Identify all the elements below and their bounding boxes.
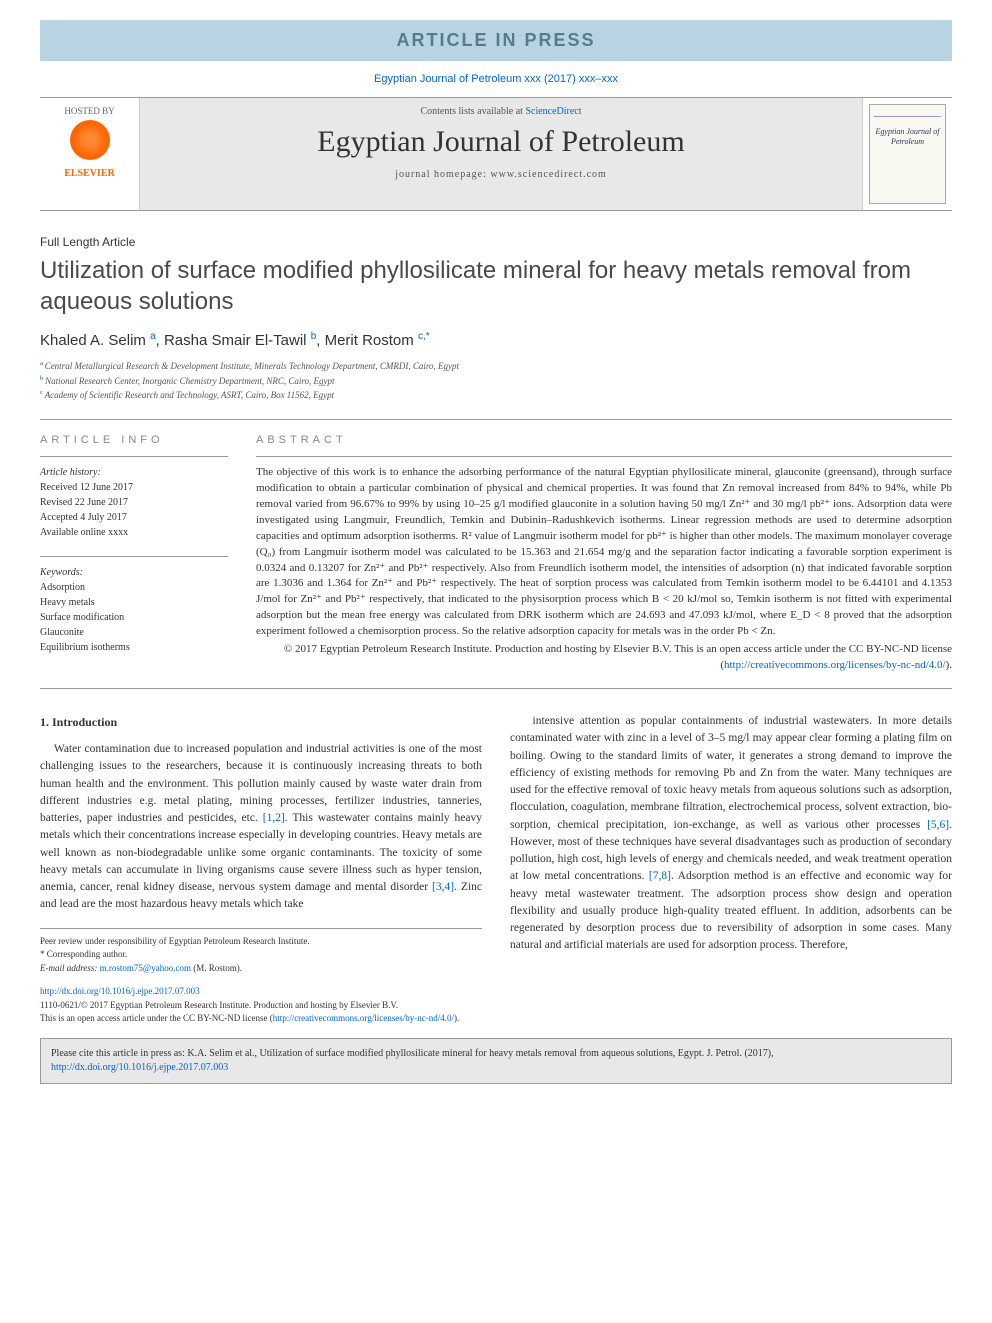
article-in-press-banner: ARTICLE IN PRESS [40, 20, 952, 61]
author: Merit Rostom c,* [325, 332, 430, 349]
main-text-columns: 1. Introduction Water contamination due … [40, 713, 952, 975]
journal-banner: HOSTED BY ELSEVIER Contents lists availa… [40, 97, 952, 211]
column-right: intensive attention as popular containme… [510, 713, 952, 975]
license-line: This is an open access article under the… [40, 1012, 952, 1026]
article-title: Utilization of surface modified phyllosi… [40, 255, 952, 317]
keyword: Equilibrium isotherms [40, 640, 228, 655]
ref-link[interactable]: [5,6] [927, 819, 949, 831]
cover-box: Egyptian Journal of Petroleum [869, 104, 946, 204]
ref-link[interactable]: [1,2] [263, 812, 285, 824]
hosted-by-block: HOSTED BY ELSEVIER [40, 98, 140, 210]
email-link[interactable]: m.rostom75@yahoo.com [100, 963, 191, 973]
article-info-col: ARTICLE INFO Article history: Received 1… [40, 420, 240, 688]
keyword: Adsorption [40, 580, 228, 595]
license-suffix: ). [454, 1013, 459, 1023]
author-sup: c,* [418, 331, 430, 342]
issn-line: 1110-0621/© 2017 Egyptian Petroleum Rese… [40, 999, 952, 1013]
contents-prefix: Contents lists available at [420, 106, 525, 117]
peer-review-note: Peer review under responsibility of Egyp… [40, 935, 482, 949]
affiliation: a Central Metallurgical Research & Devel… [40, 359, 952, 374]
intro-para-right: intensive attention as popular containme… [510, 713, 952, 955]
email-label: E-mail address: [40, 963, 100, 973]
journal-name: Egyptian Journal of Petroleum [140, 125, 862, 159]
intro-para-left: Water contamination due to increased pop… [40, 741, 482, 914]
elsevier-tree-icon [70, 120, 110, 160]
keywords-block: Keywords: AdsorptionHeavy metalsSurface … [40, 556, 228, 655]
cite-box: Please cite this article in press as: K.… [40, 1038, 952, 1084]
affiliation: c Academy of Scientific Research and Tec… [40, 388, 952, 403]
history-line: Accepted 4 July 2017 [40, 510, 228, 525]
history-block: Article history: Received 12 June 2017Re… [40, 456, 228, 540]
license-url-link[interactable]: http://creativecommons.org/licenses/by-n… [273, 1013, 454, 1023]
affiliation: b National Research Center, Inorganic Ch… [40, 374, 952, 389]
info-abstract-row: ARTICLE INFO Article history: Received 1… [40, 419, 952, 689]
email-line: E-mail address: m.rostom75@yahoo.com (M.… [40, 962, 482, 976]
citation-header: Egyptian Journal of Petroleum xxx (2017)… [0, 61, 992, 97]
abstract-text: The objective of this work is to enhance… [256, 456, 952, 674]
doi-link[interactable]: http://dx.doi.org/10.1016/j.ejpe.2017.07… [40, 986, 200, 996]
doi-block: http://dx.doi.org/10.1016/j.ejpe.2017.07… [40, 985, 952, 1026]
keyword: Heavy metals [40, 595, 228, 610]
ref-link[interactable]: [3,4] [432, 881, 454, 893]
license-link[interactable]: http://creativecommons.org/licenses/by-n… [724, 659, 946, 671]
history-label: Article history: [40, 465, 228, 480]
corresponding-author-note: * Corresponding author. [40, 948, 482, 962]
hosted-by-label: HOSTED BY [48, 106, 131, 116]
license-prefix: This is an open access article under the… [40, 1013, 273, 1023]
abstract-col: ABSTRACT The objective of this work is t… [240, 420, 952, 688]
abstract-body: The objective of this work is to enhance… [256, 466, 952, 637]
history-line: Received 12 June 2017 [40, 480, 228, 495]
cite-doi-link[interactable]: http://dx.doi.org/10.1016/j.ejpe.2017.07… [51, 1062, 228, 1073]
cite-text: Please cite this article in press as: K.… [51, 1048, 774, 1059]
contents-line: Contents lists available at ScienceDirec… [140, 106, 862, 117]
footnotes: Peer review under responsibility of Egyp… [40, 928, 482, 976]
ref-link[interactable]: [7,8] [649, 870, 671, 882]
article-type: Full Length Article [40, 235, 952, 249]
keyword: Surface modification [40, 610, 228, 625]
section-1-heading: 1. Introduction [40, 713, 482, 731]
history-line: Available online xxxx [40, 525, 228, 540]
authors-line: Khaled A. Selim a, Rasha Smair El-Tawil … [40, 331, 952, 349]
author-sup: b [311, 331, 317, 342]
cover-title: Egyptian Journal of Petroleum [874, 127, 941, 148]
elsevier-label: ELSEVIER [48, 168, 131, 179]
column-left: 1. Introduction Water contamination due … [40, 713, 482, 975]
author-sup: a [150, 331, 156, 342]
keywords-label: Keywords: [40, 565, 228, 580]
journal-center: Contents lists available at ScienceDirec… [140, 98, 862, 210]
email-suffix: (M. Rostom). [191, 963, 242, 973]
history-line: Revised 22 June 2017 [40, 495, 228, 510]
homepage-line: journal homepage: www.sciencedirect.com [140, 169, 862, 180]
abstract-copyright-end: ). [946, 659, 952, 671]
abstract-heading: ABSTRACT [256, 434, 952, 446]
keyword: Glauconite [40, 625, 228, 640]
article-info-heading: ARTICLE INFO [40, 434, 228, 446]
sciencedirect-link[interactable]: ScienceDirect [525, 106, 581, 117]
author: Rasha Smair El-Tawil b [164, 332, 316, 349]
author: Khaled A. Selim a [40, 332, 156, 349]
journal-cover-thumb: Egyptian Journal of Petroleum [862, 98, 952, 210]
affiliations: a Central Metallurgical Research & Devel… [40, 359, 952, 403]
